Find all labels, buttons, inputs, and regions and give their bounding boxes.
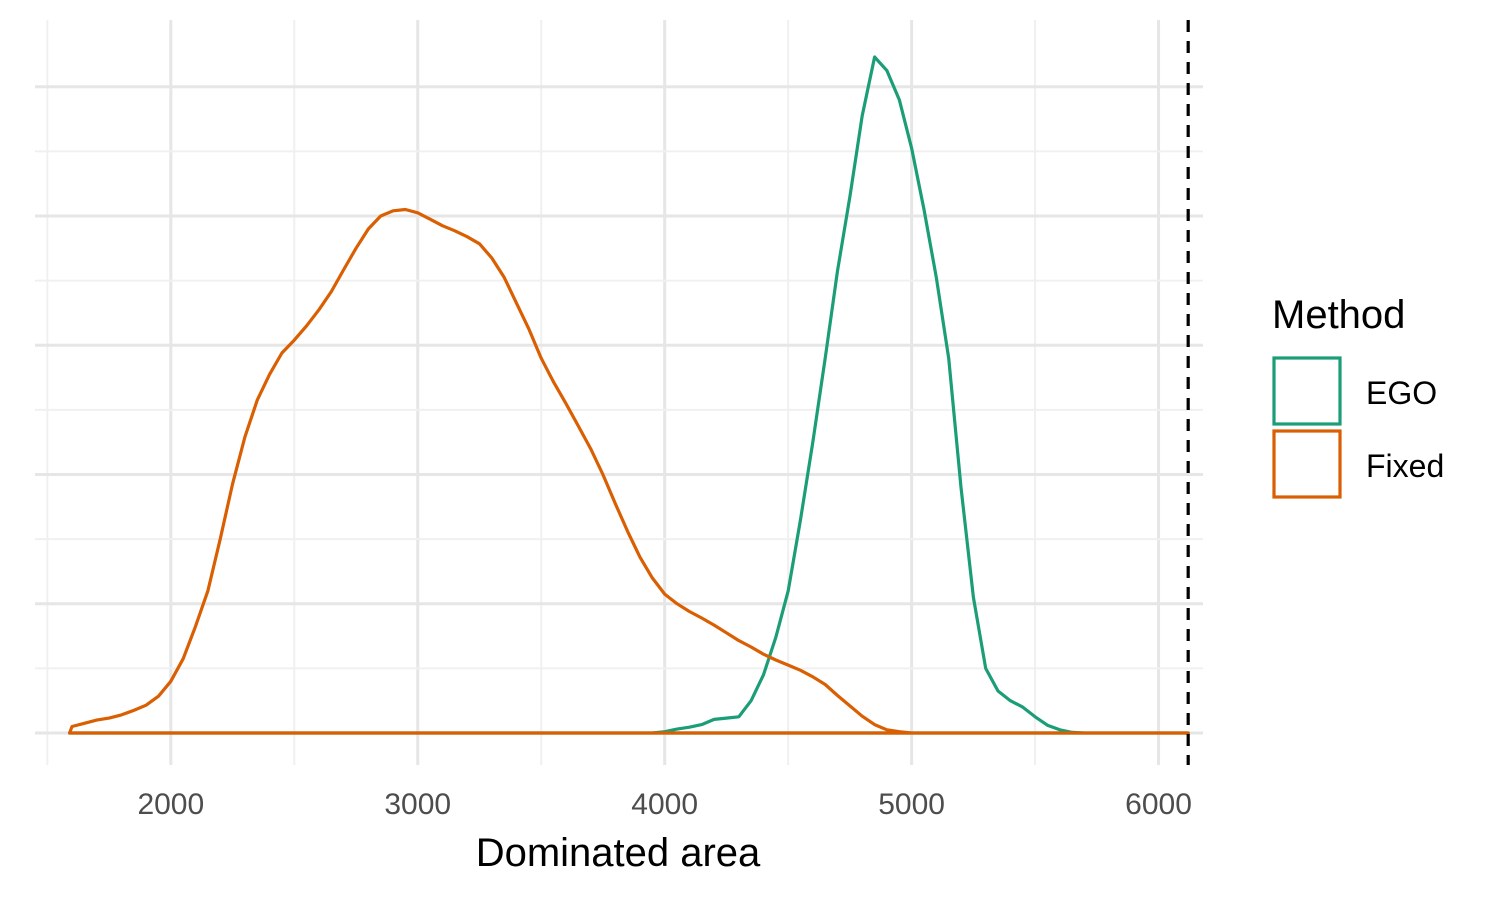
legend: Method EGO Fixed — [1272, 293, 1444, 499]
x-tick-label: 6000 — [1125, 788, 1192, 821]
x-tick-label: 5000 — [878, 788, 945, 821]
plot-area — [68, 55, 1190, 735]
x-tick-label: 3000 — [384, 788, 451, 821]
x-tick-label: 4000 — [631, 788, 698, 821]
x-tick-label: 2000 — [137, 788, 204, 821]
grid — [35, 20, 1203, 765]
legend-items: EGO Fixed — [1272, 356, 1444, 499]
density-curve-fixed — [68, 207, 1190, 735]
density-curve-ego — [68, 55, 1190, 735]
x-axis-title: Dominated area — [476, 831, 761, 875]
legend-key-fixed — [1272, 429, 1342, 499]
legend-title: Method — [1272, 293, 1405, 337]
legend-label-ego: EGO — [1366, 375, 1437, 411]
legend-key-ego — [1272, 356, 1342, 426]
legend-label-fixed: Fixed — [1366, 448, 1444, 484]
x-axis-ticks: 2000 3000 4000 5000 6000 — [137, 788, 1191, 821]
